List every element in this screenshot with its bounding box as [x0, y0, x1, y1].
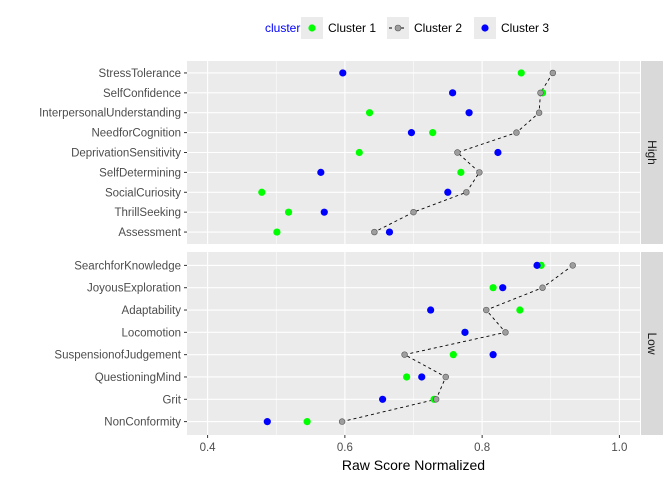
legend-item-cluster-1: Cluster 1	[301, 17, 376, 39]
y-tick-label-socialcuriosity: SocialCuriosity	[105, 187, 181, 199]
point-cluster-3-locomotion	[461, 328, 469, 336]
x-tick-label-0-4: 0.4	[200, 442, 217, 454]
point-cluster-3-interpersonalunderstanding	[465, 109, 473, 117]
panel-grid	[187, 252, 640, 435]
point-cluster-1-interpersonalunderstanding	[365, 109, 374, 117]
legend-dot-cluster-2	[394, 24, 402, 32]
point-cluster-1-joyousexploration	[489, 284, 497, 292]
point-cluster-1-nonconformity	[303, 418, 311, 426]
point-cluster-3-deprivationsensitivity	[494, 148, 502, 157]
y-tick-label-adaptability: Adaptability	[122, 305, 182, 317]
point-cluster-2-nonconformity	[338, 418, 346, 425]
point-cluster-3-joyousexploration	[499, 284, 507, 292]
point-cluster-3-nonconformity	[263, 418, 271, 426]
x-tick-label-1-0: 1.0	[611, 442, 627, 454]
point-cluster-1-needforcognition	[429, 129, 437, 137]
y-tick-label-stresstolerance: StressTolerance	[99, 68, 181, 80]
point-cluster-2-adaptability	[483, 306, 490, 314]
y-tick-label-suspensionofjudgement: SuspensionofJudgement	[54, 350, 181, 362]
point-cluster-3-socialcuriosity	[444, 188, 452, 196]
legend-title: cluster	[265, 21, 300, 35]
y-tick-label-deprivationsensitivity: DeprivationSensitivity	[71, 148, 181, 160]
y-tick-label-assessment: Assessment	[118, 227, 181, 239]
point-cluster-3-selfconfidence	[449, 89, 457, 97]
y-tick-label-needforcognition: NeedforCognition	[91, 128, 181, 140]
panel-high: StressTolerance SelfConfidence Interperson…	[39, 61, 663, 244]
point-cluster-2-locomotion	[502, 329, 509, 336]
legend-item-cluster-2: Cluster 2	[387, 17, 462, 39]
legend-item-cluster-3: Cluster 3	[474, 17, 549, 39]
point-cluster-2-thrillseeking	[410, 208, 417, 216]
point-cluster-3-assessment	[385, 228, 394, 236]
point-cluster-2-suspensionofjudgement	[401, 351, 408, 358]
y-tick-label-nonconformity: NonConformity	[104, 417, 181, 429]
legend-label-cluster-2: Cluster 2	[414, 21, 462, 35]
legend-label-cluster-1: Cluster 1	[328, 21, 376, 35]
y-tick-label-selfdetermining: SelfDetermining	[99, 167, 181, 179]
y-tick-label-interpersonalunderstanding: InterpersonalUnderstanding	[39, 108, 181, 120]
point-cluster-3-needforcognition	[407, 129, 416, 137]
point-cluster-2-stresstolerance	[549, 69, 557, 77]
point-cluster-1-thrillseeking	[284, 208, 293, 216]
x-axis-title: Raw Score Normalized	[342, 457, 485, 473]
point-cluster-2-socialcuriosity	[463, 189, 470, 196]
point-cluster-1-selfdetermining	[457, 168, 465, 176]
strip-label-high: High	[645, 140, 659, 165]
strip-label-low: Low	[645, 332, 659, 354]
y-tick-label-questioningmind: QuestioningMind	[95, 372, 181, 384]
series-line-cluster-2	[374, 72, 554, 233]
point-cluster-3-thrillseeking	[320, 208, 328, 216]
point-cluster-1-stresstolerance	[517, 69, 525, 77]
point-cluster-1-adaptability	[516, 306, 524, 314]
y-tick-label-searchforknowledge: SearchforKnowledge	[74, 260, 181, 272]
point-cluster-1-assessment	[273, 228, 281, 236]
panel-grid	[187, 61, 640, 244]
y-tick-label-thrillseeking: ThrillSeeking	[115, 207, 181, 219]
point-cluster-2-selfdetermining	[476, 169, 483, 176]
point-cluster-3-searchforknowledge	[533, 261, 541, 269]
legend-dot-cluster-1	[308, 24, 316, 32]
legend: cluster Cluster 1 Cluster 2 Cluster 3	[265, 17, 549, 39]
panel-low: SearchforKnowledge JoyousExploration Adapt…	[54, 252, 663, 435]
point-cluster-1-questioningmind	[403, 373, 411, 381]
point-cluster-2-joyousexploration	[539, 284, 546, 291]
x-tick-label-0-6: 0.6	[337, 442, 353, 454]
point-cluster-1-deprivationsensitivity	[355, 148, 363, 157]
point-cluster-1-socialcuriosity	[258, 188, 266, 196]
legend-dot-cluster-3	[481, 24, 489, 32]
point-cluster-2-questioningmind	[442, 373, 449, 381]
point-cluster-3-adaptability	[427, 306, 435, 314]
point-cluster-2-interpersonalunderstanding	[535, 109, 543, 116]
point-cluster-2-deprivationsensitivity	[454, 149, 461, 156]
point-cluster-3-suspensionofjudgement	[489, 351, 497, 359]
strip-high	[641, 61, 663, 244]
point-cluster-2-assessment	[371, 228, 378, 236]
point-cluster-3-questioningmind	[418, 373, 426, 381]
point-cluster-3-stresstolerance	[339, 69, 347, 77]
panels: StressTolerance SelfConfidence Interperson…	[39, 61, 663, 435]
point-cluster-1-suspensionofjudgement	[449, 351, 457, 359]
point-cluster-2-grit	[432, 396, 440, 403]
point-cluster-2-selfconfidence	[537, 89, 544, 97]
y-tick-label-locomotion: Locomotion	[122, 327, 181, 339]
point-cluster-3-grit	[379, 395, 387, 403]
y-tick-label-joyousexploration: JoyousExploration	[87, 283, 181, 295]
point-cluster-3-selfdetermining	[317, 168, 325, 176]
y-tick-label-selfconfidence: SelfConfidence	[103, 88, 181, 100]
y-tick-label-grit: Grit	[162, 394, 181, 406]
x-axis: 0.4 0.6 0.8 1.0	[200, 435, 627, 454]
point-cluster-2-searchforknowledge	[569, 262, 576, 269]
legend-label-cluster-3: Cluster 3	[501, 21, 549, 35]
point-cluster-2-needforcognition	[513, 129, 520, 136]
x-tick-label-0-8: 0.8	[474, 442, 490, 454]
strip-low	[641, 252, 663, 435]
